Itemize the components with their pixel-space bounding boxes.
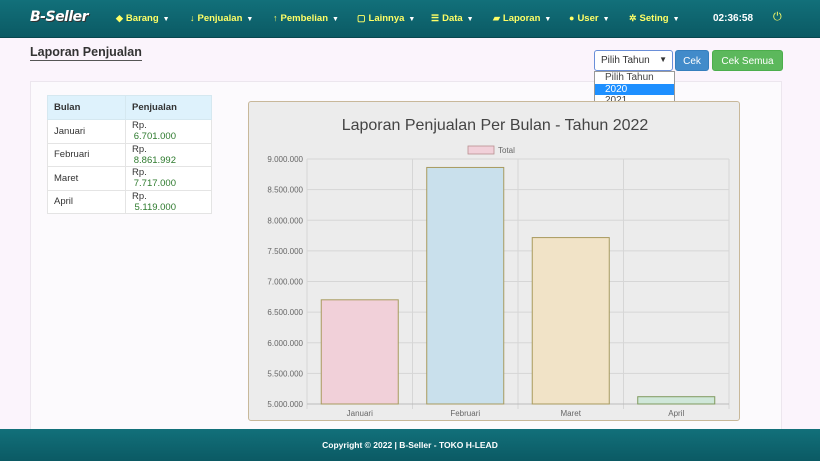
square-icon: ▢ (357, 13, 366, 23)
year-option[interactable]: 2021 (595, 95, 674, 107)
nav-label: Lainnya (368, 13, 405, 24)
year-select-value: Pilih Tahun (601, 55, 650, 66)
brand-logo[interactable]: B-Seller (30, 9, 89, 25)
header-bulan: Bulan (47, 95, 126, 120)
nav-laporan[interactable]: ▰ Laporan ▼ (493, 13, 551, 24)
currency-label: Rp. (132, 143, 147, 155)
y-tick-label: 7.500.000 (267, 247, 303, 256)
y-tick-label: 6.500.000 (267, 308, 303, 317)
amount-cell: Rp.7.717.000 (125, 166, 212, 191)
table-row: Februari Rp.8.861.992 (47, 142, 212, 167)
nav-barang[interactable]: ◆ Barang ▼ (116, 13, 170, 24)
header-penjualan: Penjualan (125, 95, 212, 120)
month-cell: Januari (47, 119, 126, 144)
amount-cell: Rp.8.861.992 (125, 142, 212, 167)
gear-icon: ✲ (629, 13, 637, 23)
nav-label: Seting (639, 13, 669, 24)
month-cell: Maret (47, 166, 126, 191)
y-tick-label: 6.000.000 (267, 339, 303, 348)
page-title: Laporan Penjualan (30, 45, 142, 61)
bar-maret (531, 237, 610, 405)
caret-down-icon: ▼ (332, 16, 339, 23)
nav-label: Penjualan (197, 13, 243, 24)
footer: Copyright © 2022 | B-Seller - TOKO H-LEA… (0, 429, 820, 461)
chevron-down-icon: ▼ (659, 55, 667, 64)
nav-seting[interactable]: ✲ Seting ▼ (629, 13, 680, 24)
nav-user[interactable]: ● User ▼ (569, 13, 610, 24)
nav-pembelian[interactable]: ↑ Pembelian ▼ (273, 13, 339, 24)
currency-label: Rp. (132, 167, 147, 179)
table-row: Januari Rp.6.701.000 (47, 119, 212, 144)
month-cell: April (47, 189, 126, 214)
nav-label: Pembelian (280, 13, 329, 24)
amount-value: 6.701.000 (133, 131, 176, 143)
table-row: Maret Rp.7.717.000 (47, 166, 212, 191)
amount-cell: Rp.6.701.000 (125, 119, 212, 144)
caret-down-icon: ▼ (162, 16, 170, 23)
nav-data[interactable]: ☰ Data ▼ (431, 13, 474, 24)
y-tick-label: 5.000.000 (267, 400, 303, 409)
year-option[interactable]: Pilih Tahun (605, 72, 654, 83)
top-navbar: B-Seller ◆ Barang ▼ ↓ Penjualan ▼ ↑ Pembelian… (0, 0, 820, 38)
arrow-up-icon: ↑ (273, 13, 278, 23)
cek-semua-button[interactable]: Cek Semua (712, 50, 783, 71)
bar-februari (426, 166, 505, 405)
year-select[interactable]: Pilih Tahun ▼ (594, 50, 673, 71)
caret-down-icon: ▼ (466, 16, 474, 23)
nav-label: User (577, 13, 599, 24)
y-tick-label: 9.000.000 (267, 155, 303, 164)
caret-down-icon: ▼ (544, 16, 552, 23)
y-tick-label: 8.500.000 (267, 186, 303, 195)
amount-cell: Rp.5.119.000 (125, 189, 212, 214)
amount-value: 7.717.000 (133, 178, 176, 190)
caret-down-icon: ▼ (672, 16, 680, 23)
x-tick-label: Februari (450, 409, 480, 418)
folder-icon: ▰ (493, 13, 500, 23)
nav-label: Data (442, 13, 463, 24)
chart-title: Laporan Penjualan Per Bulan - Tahun 2022 (342, 117, 649, 134)
y-tick-label: 8.000.000 (267, 216, 303, 225)
caret-down-icon: ▼ (408, 16, 416, 23)
sales-table: Bulan Penjualan Januari Rp.6.701.000 Feb… (47, 95, 212, 214)
amount-value: 8.861.992 (133, 154, 176, 166)
power-icon[interactable]: ⏻ (773, 11, 782, 23)
x-tick-label: April (668, 409, 684, 418)
nav-label: Laporan (502, 13, 541, 24)
currency-label: Rp. (132, 190, 147, 202)
x-tick-label: Januari (347, 409, 373, 418)
caret-down-icon: ▼ (246, 16, 254, 23)
legend-label: Total (498, 146, 515, 155)
sales-chart: Laporan Penjualan Per Bulan - Tahun 2022… (248, 101, 740, 421)
bar-april (637, 396, 716, 405)
table-row: April Rp.5.119.000 (47, 189, 212, 214)
table-header-row: Bulan Penjualan (47, 95, 212, 120)
month-cell: Februari (47, 142, 126, 167)
x-tick-label: Maret (561, 409, 582, 418)
y-tick-label: 7.000.000 (267, 278, 303, 287)
arrow-down-icon: ↓ (190, 13, 195, 23)
legend-swatch (467, 145, 495, 155)
amount-value: 5.119.000 (134, 201, 176, 213)
cek-button[interactable]: Cek (675, 50, 709, 71)
year-option-highlighted[interactable]: 2020 (595, 83, 674, 95)
user-icon: ● (569, 13, 575, 23)
bar-januari (320, 299, 399, 405)
nav-label: Barang (125, 13, 159, 24)
nav-penjualan[interactable]: ↓ Penjualan ▼ (190, 13, 253, 24)
y-tick-label: 5.500.000 (267, 369, 303, 378)
clock-display: 02:36:58 (713, 13, 754, 24)
list-icon: ☰ (431, 13, 440, 23)
tag-icon: ◆ (116, 13, 123, 23)
caret-down-icon: ▼ (602, 16, 610, 23)
nav-lainnya[interactable]: ▢ Lainnya ▼ (357, 13, 415, 24)
currency-label: Rp. (132, 120, 147, 132)
chart-svg: Laporan Penjualan Per Bulan - Tahun 2022… (267, 117, 730, 418)
